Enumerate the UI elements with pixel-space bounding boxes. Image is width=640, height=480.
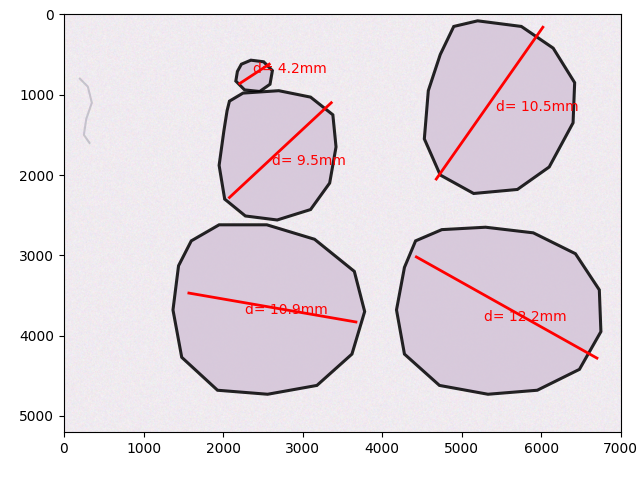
Text: d= 4.2mm: d= 4.2mm [253, 62, 326, 76]
Polygon shape [236, 60, 273, 92]
Text: d= 10.5mm: d= 10.5mm [496, 100, 579, 114]
Polygon shape [397, 227, 601, 394]
Text: d= 9.5mm: d= 9.5mm [273, 154, 346, 168]
Text: d= 12.2mm: d= 12.2mm [484, 310, 566, 324]
Polygon shape [219, 91, 336, 220]
Text: d= 10.9mm: d= 10.9mm [245, 303, 328, 317]
Polygon shape [173, 225, 365, 394]
Polygon shape [424, 21, 575, 193]
